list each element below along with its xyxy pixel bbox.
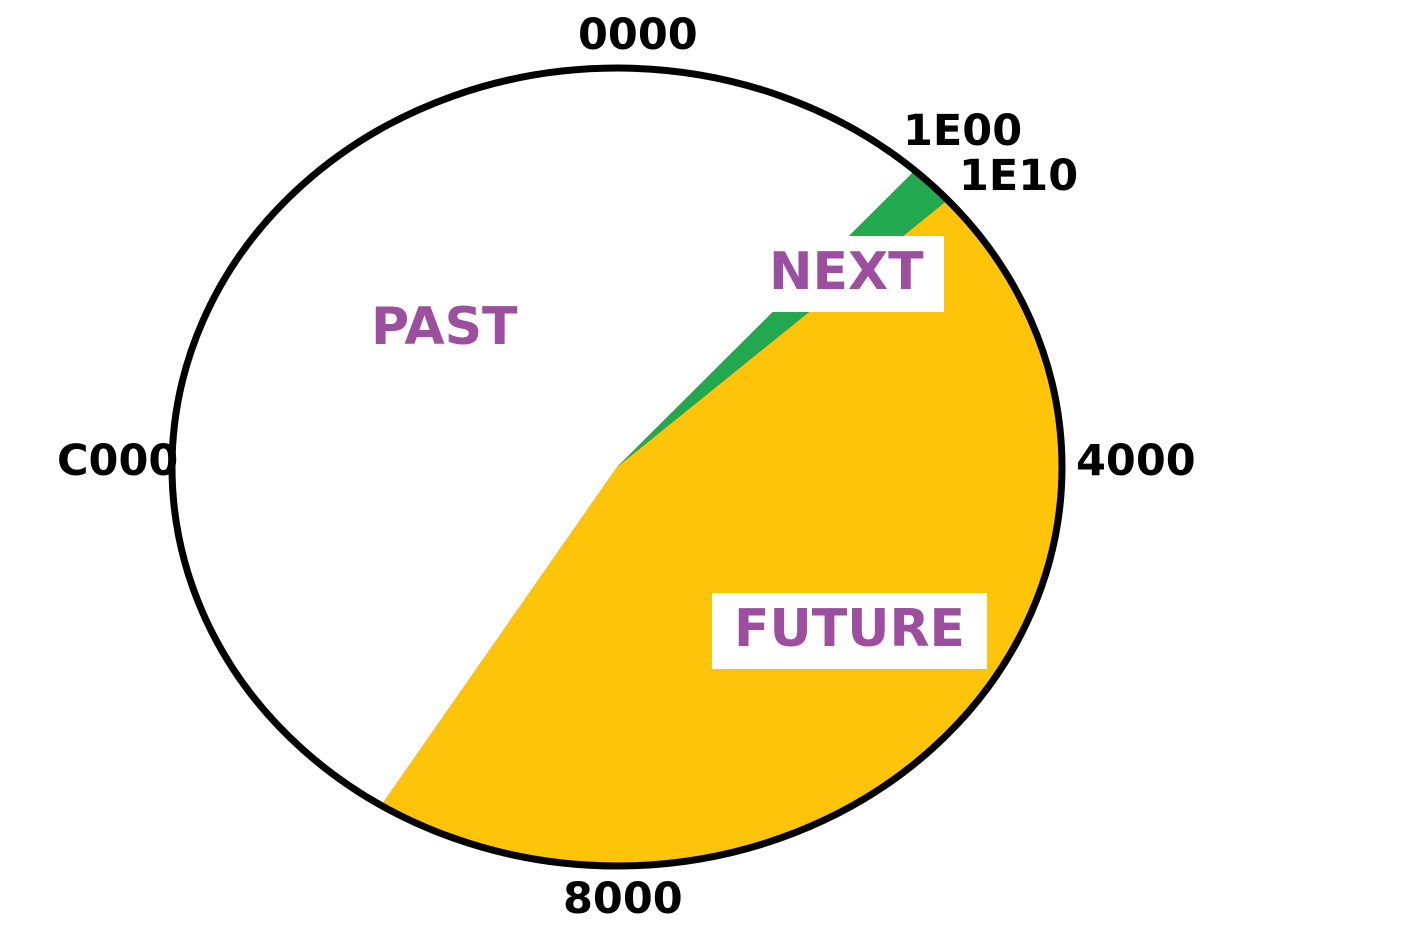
pie-outline [168,64,1066,870]
segment-label-future: FUTURE [712,593,988,669]
tick-label-1e10: 1E10 [959,151,1079,201]
segment-label-next: NEXT [749,236,944,312]
pie-segment-future[interactable] [381,200,1062,866]
tick-label-1e00: 1E00 [903,106,1023,156]
segment-label-past: PAST [345,291,544,367]
tick-label-0000: 0000 [578,10,698,60]
tick-label-4000: 4000 [1076,436,1196,486]
tick-label-8000: 8000 [563,874,683,924]
tick-label-c000: C000 [57,436,179,486]
